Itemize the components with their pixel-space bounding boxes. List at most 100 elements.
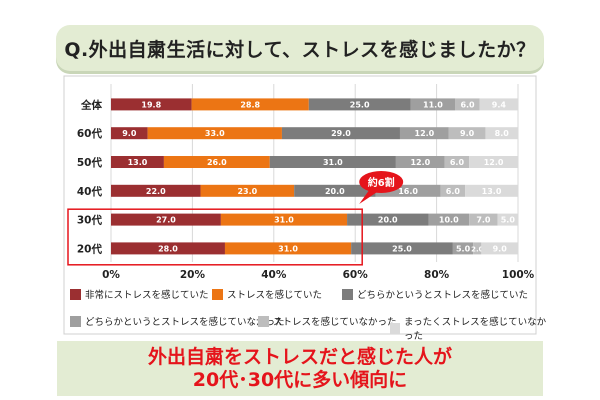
bar-segment [452, 242, 474, 255]
data-label: 13.0 [128, 158, 148, 167]
data-label: 5.0 [456, 244, 471, 253]
legend-label: まったくストレスを感じていなかった [403, 317, 547, 342]
chart-frame [63, 75, 537, 335]
data-label: 20.0 [325, 187, 345, 196]
data-label: 26.0 [207, 158, 227, 167]
legend-item: 非常にストレスを感じていた [70, 287, 209, 301]
legend-item: どちらかというとストレスを感じていた [342, 287, 528, 301]
legend-label: ストレスを感じていた [227, 290, 323, 301]
bar-segment [440, 184, 466, 197]
x-tick-label: 20% [180, 269, 206, 281]
data-label: 7.0 [476, 216, 491, 225]
data-label: 9.0 [122, 129, 137, 138]
bar-segment [469, 156, 518, 168]
data-label: 31.0 [274, 216, 294, 225]
data-label: 31.0 [323, 158, 343, 167]
data-label: 31.0 [278, 244, 298, 253]
bar-segment [448, 127, 486, 140]
bar-segment [224, 242, 352, 255]
category-label: 30代 [77, 214, 103, 227]
bar-segment [465, 184, 518, 197]
legend-swatch [390, 322, 400, 334]
data-label: 12.0 [410, 158, 430, 167]
data-label: 8.0 [495, 129, 510, 138]
bar-segment [473, 242, 482, 255]
legend-label: どちらかというとストレスを感じていなかった [85, 317, 285, 328]
bar-segment [281, 127, 400, 140]
bar-segment [111, 98, 192, 111]
x-tick-label: 40% [261, 269, 287, 281]
highlight-box [67, 208, 363, 266]
legend-item: ストレスを感じていなかった [258, 314, 397, 328]
data-label: 6.0 [446, 187, 461, 196]
data-label: 33.0 [205, 129, 225, 138]
bar-segment [399, 127, 449, 140]
legend-item: どちらかというとストレスを感じていなかった [70, 314, 285, 328]
category-label: 50代 [77, 156, 103, 169]
bar-segment [200, 184, 295, 197]
bar-segment [444, 156, 470, 168]
data-label: 13.0 [482, 187, 502, 196]
bar-segment [485, 127, 518, 140]
bar-segment [220, 213, 348, 226]
data-label: 12.0 [484, 158, 504, 167]
bar-segment [347, 213, 429, 226]
category-label: 40代 [77, 185, 103, 198]
data-label: 10.0 [439, 216, 459, 225]
bar-segment [191, 98, 309, 111]
legend-label: どちらかというとストレスを感じていた [357, 290, 529, 301]
data-label: 27.0 [156, 216, 176, 225]
data-label: 6.0 [460, 100, 475, 109]
legend-swatch [70, 288, 81, 300]
x-tick-label: 100% [502, 269, 535, 281]
data-label: 16.0 [398, 187, 418, 196]
category-label: 60代 [77, 127, 103, 140]
legend-swatch [342, 288, 353, 300]
bar-segment [147, 127, 282, 140]
data-label: 25.0 [350, 100, 370, 109]
conclusion-line-2: 20代･30代に多い傾向に [192, 368, 408, 391]
data-label: 28.0 [158, 244, 178, 253]
data-label: 9.4 [492, 100, 507, 109]
data-label: 12.0 [415, 129, 435, 138]
bar-segment [111, 213, 221, 226]
bar-segment [111, 127, 148, 140]
x-tick-label: 60% [343, 269, 369, 281]
data-label: 6.0 [450, 158, 465, 167]
bar-segment [469, 213, 498, 226]
legend-label: ストレスを感じていなかった [273, 317, 397, 328]
stacked-bar-chart: 0% 20% 40% 60% 80% 100% 全体 19.8 28.8 25.0 11.0 6.0 9… [63, 75, 537, 335]
legend-swatch [258, 315, 269, 327]
bar-segment [269, 156, 396, 168]
legend-item: ストレスを感じていた [212, 287, 322, 301]
callout-bubble [359, 171, 404, 193]
bar-segment [410, 98, 456, 111]
data-label: 5.0 [501, 216, 516, 225]
data-label: 29.0 [331, 129, 351, 138]
bar-segment [111, 184, 201, 197]
data-label: 20.0 [378, 216, 398, 225]
conclusion-banner: 外出自粛をストレスだと感じた人が 20代･30代に多い傾向に [57, 341, 543, 396]
data-label: 9.0 [460, 129, 475, 138]
category-label: 20代 [77, 242, 103, 255]
bar-segment [455, 98, 480, 111]
data-label: 19.8 [141, 100, 161, 109]
bar-segment [351, 242, 453, 255]
bar-segment [163, 156, 270, 168]
category-label: 全体 [80, 98, 102, 111]
bar-segment [308, 98, 411, 111]
data-label: 9.0 [493, 244, 508, 253]
data-label: 11.0 [423, 100, 443, 109]
bar-segment [395, 156, 445, 168]
bar-segment [479, 98, 518, 111]
bar-segment [294, 184, 376, 197]
data-label: 28.8 [240, 100, 260, 109]
legend-swatch [70, 315, 81, 327]
callout-pointer [359, 190, 378, 204]
bar-segment [111, 242, 225, 255]
bar-segment [481, 242, 518, 255]
callout-label: 約6割 [368, 176, 395, 189]
data-label: 23.0 [237, 187, 257, 196]
legend-item: まったくストレスを感じていなかった [390, 314, 550, 342]
bar-segment [497, 213, 518, 226]
